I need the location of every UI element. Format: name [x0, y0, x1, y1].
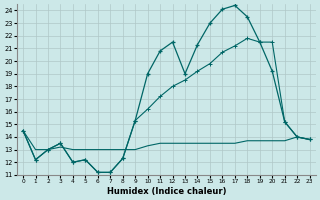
X-axis label: Humidex (Indice chaleur): Humidex (Indice chaleur) [107, 187, 226, 196]
